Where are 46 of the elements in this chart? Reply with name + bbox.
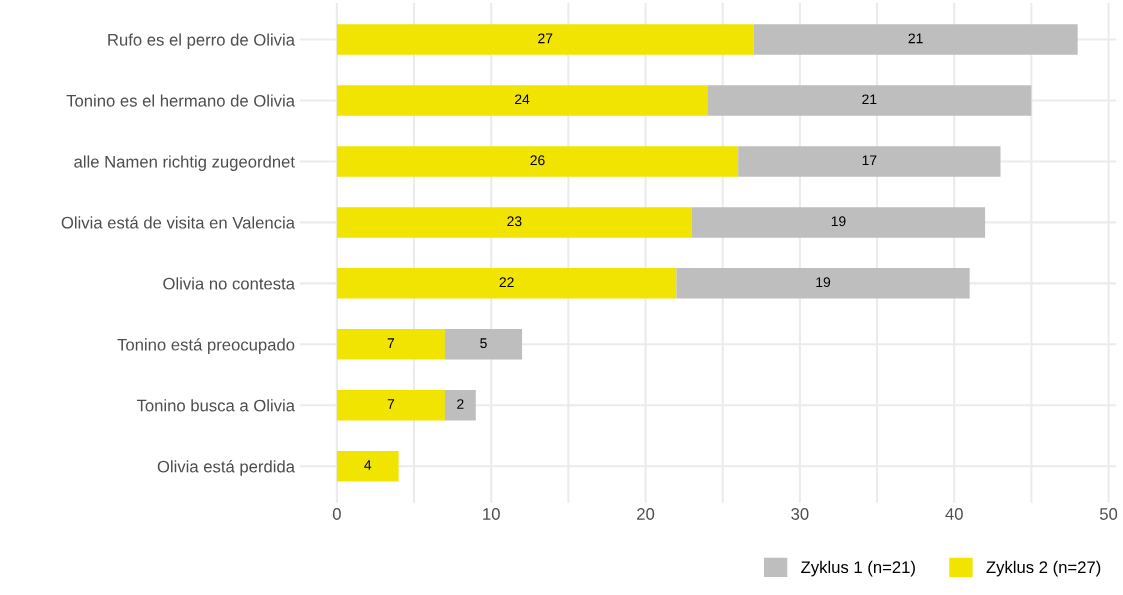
bar [691, 207, 986, 238]
bar [738, 146, 1001, 177]
bar [336, 329, 445, 360]
data-label: 19 [816, 277, 831, 288]
data-label: 22 [499, 277, 514, 287]
data-label: 2 [457, 399, 464, 409]
data-label: 19 [831, 216, 846, 227]
y-tick-label: Olivia está de visita en Valencia [61, 216, 295, 229]
bar [444, 390, 476, 421]
x-tick-label: 20 [637, 508, 655, 520]
y-tick-label: alle Namen richtig zugeordnet [74, 155, 295, 171]
bar [336, 85, 708, 116]
x-tick-label: 10 [483, 508, 500, 520]
data-label: 4 [364, 460, 372, 470]
y-tick-label: Olivia no contesta [163, 277, 295, 290]
data-label: 17 [862, 155, 877, 166]
data-label: 21 [908, 33, 923, 44]
x-tick-label: 40 [945, 508, 963, 520]
bar [444, 329, 523, 360]
x-tick-label: 0 [332, 508, 341, 520]
bar [753, 24, 1078, 55]
data-label: 7 [387, 338, 395, 348]
bar [336, 450, 399, 482]
data-label: 23 [507, 216, 522, 227]
data-label: 21 [862, 94, 877, 105]
legend-label: Zyklus 1 (n=21) [801, 560, 915, 577]
bar [336, 207, 692, 238]
bar [336, 268, 677, 299]
data-label: 7 [387, 399, 395, 409]
y-tick-label: Tonino busca a Olivia [136, 399, 295, 412]
bar [336, 24, 754, 55]
data-label: 26 [530, 155, 545, 166]
bar [336, 146, 739, 177]
y-tick-label: Rufo es el perro de Olivia [108, 33, 295, 50]
bar [676, 268, 970, 299]
data-label: 27 [538, 33, 553, 44]
data-label: 24 [515, 94, 530, 105]
y-tick-label: Olivia está perdida [157, 460, 295, 476]
legend-label: Zyklus 2 (n=27) [986, 560, 1101, 577]
x-tick-label: 30 [791, 508, 809, 520]
bar [707, 85, 1032, 116]
bar [336, 390, 445, 421]
data-label: 5 [480, 338, 487, 349]
y-tick-label: Tonino está preocupado [117, 338, 295, 354]
y-tick-label: Tonino es el hermano de Olivia [66, 94, 295, 107]
x-tick-label: 50 [1099, 508, 1118, 520]
